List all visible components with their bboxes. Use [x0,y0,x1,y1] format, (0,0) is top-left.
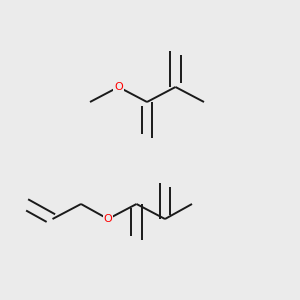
Text: O: O [114,82,123,92]
Text: O: O [103,214,112,224]
